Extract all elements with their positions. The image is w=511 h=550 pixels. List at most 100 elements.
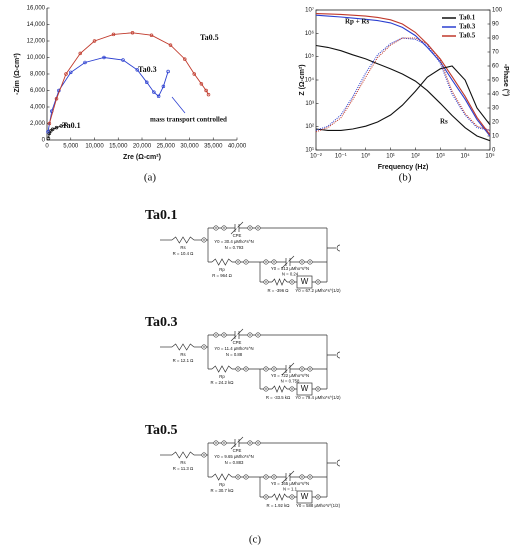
node-dot	[249, 334, 251, 336]
series-label: Ta0.3	[138, 65, 157, 74]
circuit-label: CPE	[233, 448, 242, 453]
y2-tick-label: 100	[492, 8, 503, 14]
y-axis-label: Z (Ω-cm²)	[299, 64, 306, 95]
node-dot	[257, 442, 259, 444]
terminal	[336, 459, 341, 467]
resistor	[271, 385, 288, 393]
node-dot	[223, 334, 225, 336]
node-dot	[273, 368, 275, 370]
data-point	[92, 39, 97, 43]
node-dot	[265, 476, 267, 478]
legend-label: Ta0.3	[459, 23, 476, 31]
series-line	[48, 32, 209, 124]
node-dot	[317, 388, 319, 390]
circuit-label: Y0 = 588 μMho*s^(1/2)	[296, 503, 341, 508]
y2-axis-label: -Phase (°)	[502, 64, 510, 96]
x-tick-label: 35,000	[204, 144, 223, 150]
data-point	[199, 82, 204, 86]
circuit-label: Y0 = 67.2 μMho*s^(1/2)	[295, 288, 341, 293]
series-label: Ta0.1	[62, 121, 81, 130]
series-line	[315, 44, 491, 142]
resistor	[211, 473, 233, 481]
data-point	[111, 32, 116, 37]
y2-tick-label: 20	[492, 120, 499, 126]
y-tick-label: 10²	[305, 124, 314, 130]
data-point	[192, 72, 197, 76]
node-dot	[245, 476, 247, 478]
data-point	[135, 68, 140, 72]
x-tick-label: 40,000	[228, 144, 247, 150]
node-dot	[301, 368, 303, 370]
circuit-label: R = 11.3 Ω	[173, 466, 194, 471]
node-dot	[301, 476, 303, 478]
circuit-label: Rs	[180, 352, 185, 357]
series-line	[315, 37, 491, 131]
resistor	[171, 451, 195, 459]
node-dot	[237, 261, 239, 263]
circuit-label: R = 12.1 Ω	[173, 358, 195, 363]
node-dot	[245, 368, 247, 370]
node-dot	[317, 281, 319, 283]
data-point	[168, 43, 173, 47]
node-dot	[265, 496, 267, 498]
circuit-label: R = 30.7 kΩ	[211, 488, 235, 493]
x-tick-label: 10⁵	[485, 153, 495, 160]
data-point	[83, 60, 87, 65]
x-axis-label: Zre (Ω-cm²)	[123, 154, 161, 161]
node-dot	[273, 476, 275, 478]
caption: (a)	[144, 172, 157, 184]
circuit-label: Y0 = 722 μMho*s^N	[271, 373, 309, 378]
y-tick-label: 8,000	[30, 72, 46, 78]
x-tick-label: 10²	[411, 154, 420, 160]
node-dot	[309, 368, 311, 370]
node-dot	[237, 368, 239, 370]
data-point	[46, 130, 50, 134]
node-dot	[273, 261, 275, 263]
circuit-title: Ta0.3	[145, 315, 178, 330]
circuit-label: CPE	[233, 233, 242, 238]
circuit-label: Y0 = 79.4 μMho*s^(1/2)	[295, 395, 341, 400]
node-dot	[223, 442, 225, 444]
data-point	[54, 96, 59, 101]
cpe-gap	[286, 368, 290, 370]
series-line	[47, 57, 169, 132]
data-point	[68, 70, 73, 75]
node-dot	[237, 476, 239, 478]
circuit-label: Rp	[219, 482, 225, 487]
y-tick-label: 16,000	[27, 6, 46, 12]
y-tick-label: 4,000	[30, 105, 46, 111]
node-dot	[249, 227, 251, 229]
x-tick-label: 10⁻¹	[335, 154, 347, 160]
data-point	[121, 58, 125, 62]
circuit-label: R = 24.2 kΩ	[211, 380, 235, 385]
data-point	[46, 136, 51, 141]
x-tick-label: 5,000	[63, 144, 79, 150]
data-point	[166, 69, 170, 74]
circuit-label: CPE	[233, 340, 242, 345]
node-dot	[223, 227, 225, 229]
terminal	[336, 244, 341, 252]
x-tick-label: 15,000	[109, 144, 128, 150]
legend-label: Ta0.5	[459, 32, 476, 40]
data-point	[64, 72, 68, 76]
circuit-label: N = 0.24	[282, 272, 299, 277]
circuit-label: R = 964 Ω	[212, 273, 232, 278]
circuit-label: Rp	[219, 374, 225, 379]
circuit-label: R = -33.5 kΩ	[266, 395, 291, 400]
resistor	[271, 278, 288, 286]
node-dot	[301, 261, 303, 263]
cpe-gap	[286, 476, 290, 478]
x-tick-label: 10¹	[386, 154, 395, 160]
warburg-label: W	[301, 492, 309, 501]
y2-tick-label: 80	[492, 36, 499, 42]
circuit-label: N = 0.793	[225, 245, 244, 250]
node-dot	[215, 442, 217, 444]
series-line	[315, 37, 491, 133]
y-tick-label: 12,000	[27, 39, 46, 45]
cpe-gap	[286, 261, 290, 263]
node-dot	[265, 281, 267, 283]
node-dot	[203, 239, 205, 241]
data-point	[183, 57, 187, 61]
y2-tick-label: 50	[492, 78, 499, 84]
